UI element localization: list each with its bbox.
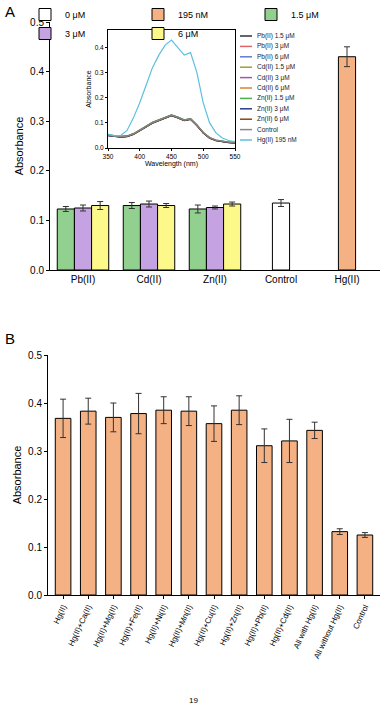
svg-text:A: A bbox=[5, 3, 15, 20]
svg-text:Control: Control bbox=[257, 126, 279, 133]
svg-text:Hg(II)+Ni(II): Hg(II)+Ni(II) bbox=[143, 603, 169, 645]
svg-text:0.4: 0.4 bbox=[30, 66, 44, 77]
svg-text:Hg(II): Hg(II) bbox=[335, 274, 360, 285]
svg-text:0.0: 0.0 bbox=[28, 590, 42, 601]
svg-text:Zn(II) 1.5 μM: Zn(II) 1.5 μM bbox=[257, 94, 294, 102]
svg-text:0.4: 0.4 bbox=[95, 44, 104, 51]
svg-text:0.2: 0.2 bbox=[30, 165, 44, 176]
svg-text:B: B bbox=[5, 330, 15, 347]
svg-text:Hg(II)+Cd(II): Hg(II)+Cd(II) bbox=[268, 603, 295, 648]
svg-text:Cd(II) 6 μM: Cd(II) 6 μM bbox=[257, 84, 290, 92]
svg-text:450: 450 bbox=[166, 153, 177, 160]
svg-text:Zn(II): Zn(II) bbox=[203, 274, 227, 285]
svg-text:0.1: 0.1 bbox=[95, 119, 104, 126]
svg-text:400: 400 bbox=[134, 153, 145, 160]
svg-text:0.2: 0.2 bbox=[28, 494, 42, 505]
svg-text:Cd(II): Cd(II) bbox=[137, 274, 162, 285]
svg-text:Hg(II)+Mn(II): Hg(II)+Mn(II) bbox=[167, 603, 195, 648]
svg-text:0.1: 0.1 bbox=[28, 542, 42, 553]
svg-text:0.5: 0.5 bbox=[30, 16, 44, 28]
svg-text:Hg(II)+Ca(II): Hg(II)+Ca(II) bbox=[67, 603, 94, 648]
svg-text:Hg(II)+Fe(II): Hg(II)+Fe(II) bbox=[117, 603, 144, 647]
svg-text:350: 350 bbox=[103, 153, 114, 160]
svg-text:Hg(II)+Cu(II): Hg(II)+Cu(II) bbox=[192, 603, 219, 648]
svg-text:All with Hg(II): All with Hg(II) bbox=[292, 603, 320, 650]
svg-text:Cd(II) 1.5 μM: Cd(II) 1.5 μM bbox=[257, 63, 295, 71]
svg-text:550: 550 bbox=[230, 153, 241, 160]
svg-text:Hg(II)+Pb(II): Hg(II)+Pb(II) bbox=[243, 603, 270, 647]
svg-text:0.4: 0.4 bbox=[28, 398, 42, 409]
svg-text:Absorbance: Absorbance bbox=[13, 117, 25, 176]
svg-text:500: 500 bbox=[198, 153, 209, 160]
svg-text:Wavelength (nm): Wavelength (nm) bbox=[145, 160, 198, 168]
svg-text:0.3: 0.3 bbox=[30, 116, 44, 127]
svg-text:Pb(II) 6 μM: Pb(II) 6 μM bbox=[257, 53, 289, 61]
svg-text:Control: Control bbox=[265, 274, 297, 285]
svg-text:Control: Control bbox=[351, 603, 370, 630]
svg-text:Absorbance: Absorbance bbox=[85, 70, 92, 107]
svg-text:Zn(II) 3 μM: Zn(II) 3 μM bbox=[257, 105, 289, 113]
svg-text:Zn(II) 6 μM: Zn(II) 6 μM bbox=[257, 115, 289, 123]
svg-text:Hg(II) 195 nM: Hg(II) 195 nM bbox=[257, 136, 297, 144]
svg-text:0.5: 0.5 bbox=[28, 350, 42, 361]
svg-text:0.2: 0.2 bbox=[95, 94, 104, 101]
svg-text:19: 19 bbox=[189, 696, 198, 705]
svg-text:0.3: 0.3 bbox=[95, 69, 104, 76]
svg-text:Pb(II) 3 μM: Pb(II) 3 μM bbox=[257, 42, 289, 50]
svg-text:0 μM: 0 μM bbox=[65, 10, 85, 20]
svg-text:0.1: 0.1 bbox=[30, 215, 44, 226]
svg-text:6 μM: 6 μM bbox=[178, 29, 198, 39]
svg-text:0.0: 0.0 bbox=[30, 265, 44, 276]
svg-text:Pb(II): Pb(II) bbox=[71, 274, 95, 285]
svg-text:Hg(II): Hg(II) bbox=[52, 603, 69, 625]
svg-text:Absorbance: Absorbance bbox=[11, 446, 23, 505]
svg-text:Pb(II) 1.5 μM: Pb(II) 1.5 μM bbox=[257, 32, 295, 40]
svg-text:0.0: 0.0 bbox=[95, 144, 104, 151]
svg-text:3 μM: 3 μM bbox=[65, 29, 85, 39]
svg-text:Cd(II) 3 μM: Cd(II) 3 μM bbox=[257, 74, 290, 82]
svg-text:1.5 μM: 1.5 μM bbox=[291, 10, 319, 20]
svg-text:195 nM: 195 nM bbox=[178, 10, 208, 20]
svg-text:0.3: 0.3 bbox=[28, 446, 42, 457]
svg-text:All without Hg(II): All without Hg(II) bbox=[312, 603, 345, 660]
svg-text:Hg(II)+Zn(II): Hg(II)+Zn(II) bbox=[218, 603, 245, 647]
svg-text:Hg(II)+Mg(II): Hg(II)+Mg(II) bbox=[91, 603, 119, 648]
